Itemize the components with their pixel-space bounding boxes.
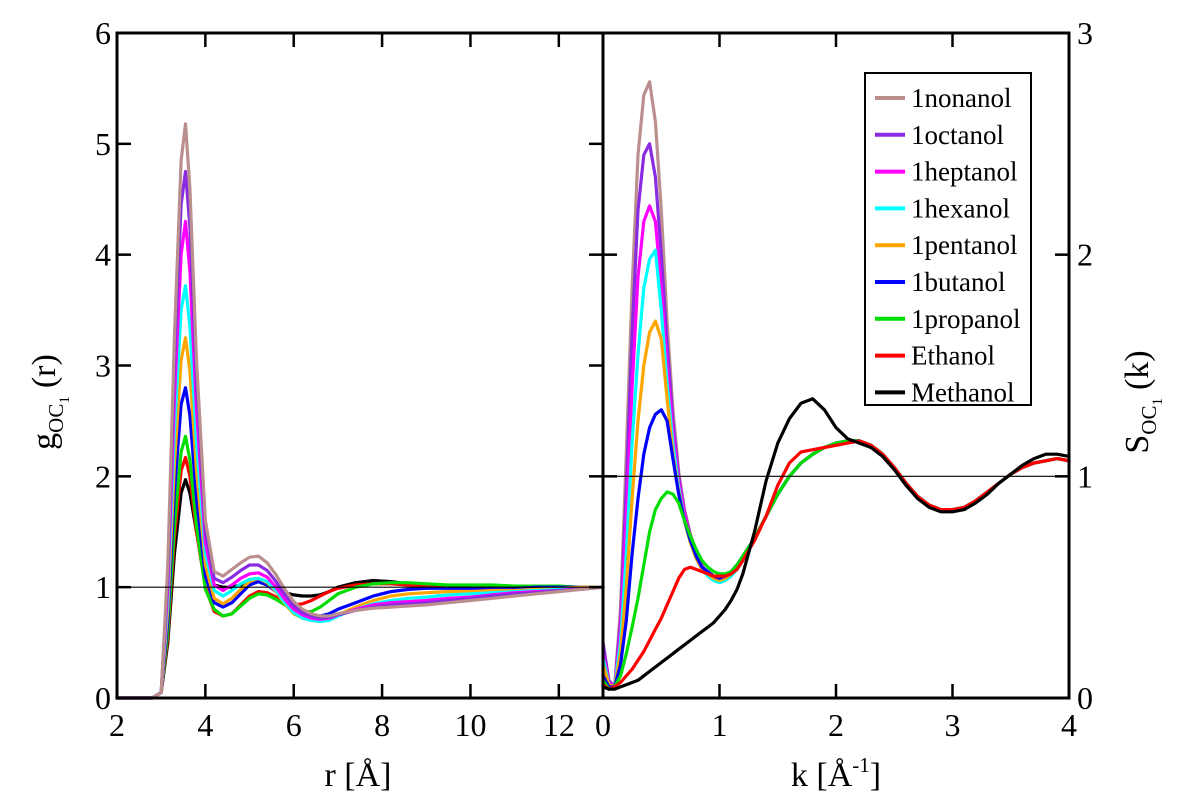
left-series-1octanol <box>115 169 605 700</box>
right-y-tick-label: 1 <box>1077 458 1093 494</box>
right-x-tick-label: 0 <box>595 707 611 743</box>
legend-label-1butanol: 1butanol <box>911 267 1006 297</box>
right-series-group <box>601 80 1071 691</box>
right-series-ethanol <box>601 439 1071 691</box>
legend: 1nonanol 1octanol 1heptanol 1hexanol 1pentan… <box>864 72 1032 407</box>
legend-label-ethanol: Ethanol <box>911 341 995 371</box>
legend-label-methanol: Methanol <box>911 377 1014 407</box>
left-y-label-tail: (r) <box>26 354 63 388</box>
left-y-tick-label: 1 <box>95 569 111 605</box>
right-y-tick-label: 2 <box>1077 237 1093 273</box>
legend-label-1octanol: 1octanol <box>911 120 1004 150</box>
left-y-tick-label: 5 <box>95 126 111 162</box>
left-y-tick-label: 3 <box>95 348 111 384</box>
legend-label-1pentanol: 1pentanol <box>911 230 1017 260</box>
right-y-tick-label: 0 <box>1077 680 1093 716</box>
left-y-label-sub: OC <box>44 404 68 433</box>
right-x-tick-label: 3 <box>945 707 961 743</box>
right-x-label-sup: -1 <box>852 753 870 777</box>
right-series-1butanol <box>601 408 1071 689</box>
right-series-methanol <box>601 397 1071 691</box>
left-series-1propanol <box>115 434 605 700</box>
right-y-axis-label: SOC1 (k) <box>1119 350 1166 453</box>
right-y-label-subsub: 1 <box>1150 398 1166 406</box>
left-y-tick-label: 0 <box>95 680 111 716</box>
left-series-1nonanol <box>115 122 605 700</box>
left-x-tick-label: 8 <box>374 707 390 743</box>
right-x-tick-label: 1 <box>712 707 728 743</box>
left-series-1pentanol <box>115 336 605 700</box>
right-x-axis-label: k [Å-1] <box>791 753 881 794</box>
left-y-tick-label: 4 <box>95 237 111 273</box>
right-y-label-main: S <box>1119 435 1156 454</box>
right-y-label-tail: (k) <box>1119 350 1156 390</box>
legend-label-1heptanol: 1heptanol <box>911 157 1017 187</box>
left-series-1hexanol <box>115 284 605 700</box>
left-y-tick-label: 2 <box>95 458 111 494</box>
legend-label-1propanol: 1propanol <box>911 304 1020 334</box>
right-y-tick-label: 3 <box>1077 15 1093 51</box>
right-y-label-sub: OC <box>1137 406 1161 435</box>
left-x-tick-label: 12 <box>543 707 575 743</box>
right-x-tick-label: 4 <box>1061 707 1077 743</box>
left-series-1butanol <box>115 386 605 700</box>
right-x-tick-label: 2 <box>828 707 844 743</box>
left-y-label-subsub: 1 <box>57 396 73 404</box>
left-x-tick-label: 10 <box>454 707 486 743</box>
left-y-tick-label: 6 <box>95 15 111 51</box>
left-x-tick-label: 6 <box>286 707 302 743</box>
right-x-label-main: k [Å <box>791 757 853 794</box>
right-x-label-tail: ] <box>870 757 881 794</box>
left-x-axis-label: r [Å] <box>324 757 391 794</box>
legend-box <box>864 72 1032 406</box>
legend-label-1nonanol: 1nonanol <box>911 83 1012 113</box>
left-y-axis-label: gOC1 (r) <box>26 354 73 450</box>
left-series-group <box>115 122 605 700</box>
left-y-label-main: g <box>26 433 63 450</box>
left-x-tick-label: 2 <box>109 707 125 743</box>
left-x-tick-label: 4 <box>197 707 213 743</box>
legend-label-1hexanol: 1hexanol <box>911 193 1010 223</box>
legend-items: 1nonanol 1octanol 1heptanol 1hexanol 1pentan… <box>875 83 1020 407</box>
